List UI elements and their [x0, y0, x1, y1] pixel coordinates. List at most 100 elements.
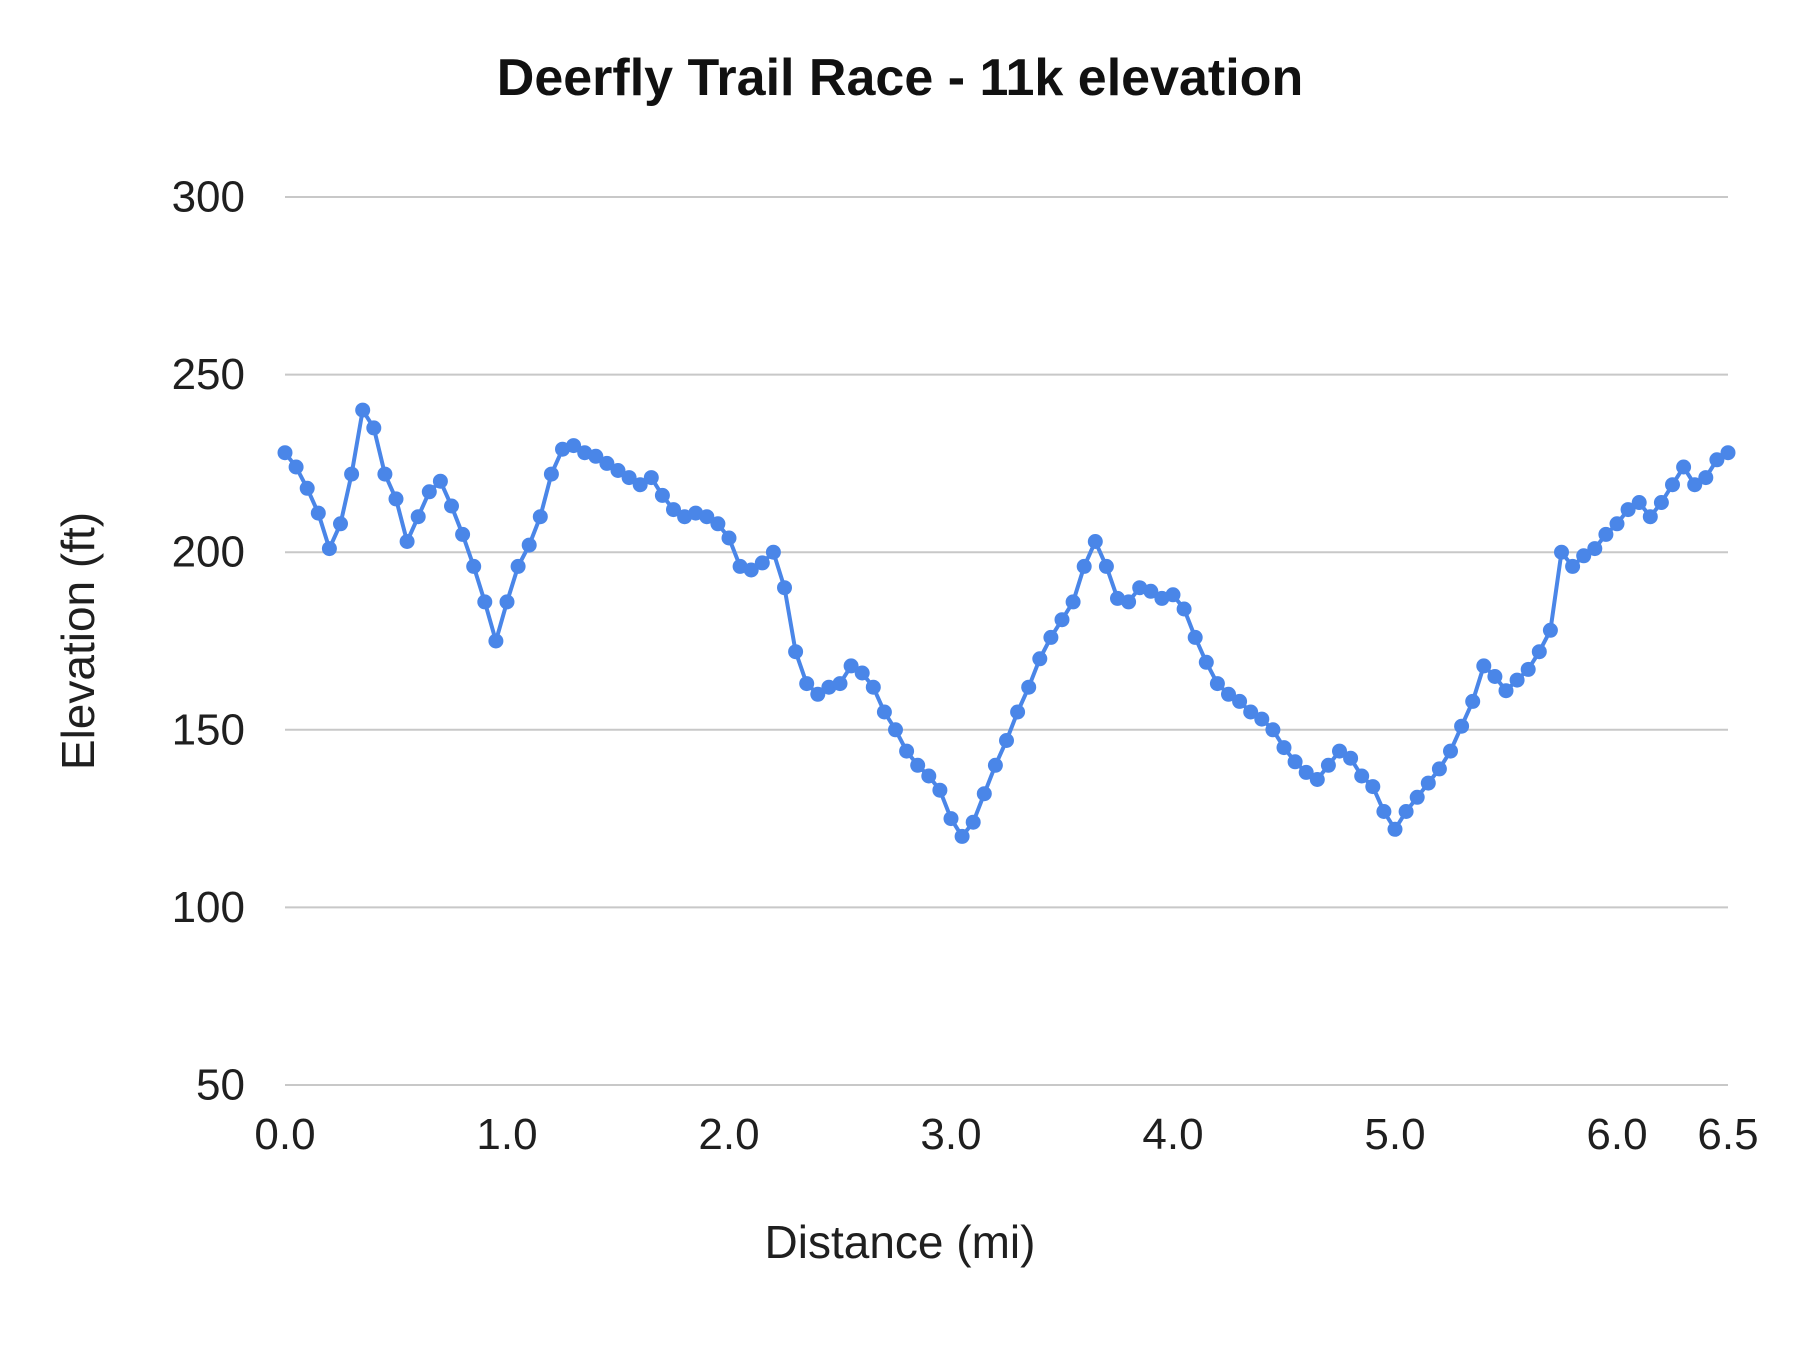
data-point	[888, 722, 903, 738]
x-tick-label: 4.0	[1142, 1110, 1203, 1159]
data-point	[355, 402, 371, 418]
data-point	[1398, 804, 1414, 819]
data-point	[1587, 541, 1603, 557]
data-point	[943, 811, 959, 827]
data-point	[477, 594, 493, 610]
data-point	[410, 509, 426, 525]
y-tick-label: 250	[172, 350, 245, 399]
data-point	[1298, 764, 1314, 780]
x-tick-label: 6.5	[1697, 1110, 1758, 1159]
data-point	[521, 537, 537, 553]
data-point	[421, 484, 437, 500]
data-point	[532, 509, 548, 525]
data-point	[832, 676, 848, 692]
data-point	[1098, 558, 1114, 574]
y-tick-label: 50	[196, 1061, 245, 1110]
data-point	[1232, 693, 1248, 709]
data-point	[1265, 722, 1281, 738]
data-point	[1487, 669, 1503, 684]
data-point	[777, 580, 792, 596]
x-tick-label: 3.0	[920, 1110, 981, 1159]
data-point	[1531, 644, 1547, 660]
data-point	[932, 782, 948, 798]
data-point	[333, 516, 348, 532]
data-point	[1165, 587, 1181, 603]
data-point	[843, 658, 859, 674]
data-point	[1431, 761, 1447, 777]
data-point	[899, 743, 915, 759]
data-point	[1698, 470, 1714, 486]
elevation-line	[283, 408, 1730, 839]
data-point	[1187, 629, 1203, 645]
data-point	[1454, 718, 1470, 734]
data-point	[621, 470, 637, 486]
data-point	[721, 530, 737, 546]
y-tick-label: 200	[172, 528, 245, 577]
data-point	[1209, 676, 1225, 692]
data-point	[1465, 693, 1481, 709]
data-point	[510, 558, 526, 574]
data-point	[1254, 711, 1270, 727]
data-point	[432, 473, 448, 489]
data-point	[643, 470, 659, 486]
data-point	[1665, 477, 1680, 493]
data-point	[965, 814, 981, 830]
data-point	[1276, 740, 1292, 756]
data-point	[344, 466, 360, 482]
data-point	[1542, 622, 1558, 638]
data-point	[1221, 686, 1236, 702]
data-point	[455, 526, 471, 542]
x-tick-label: 6.0	[1586, 1110, 1647, 1159]
data-point	[1076, 558, 1092, 574]
data-point	[1720, 445, 1736, 461]
data-point	[910, 757, 926, 773]
data-point	[277, 445, 293, 461]
data-point	[1598, 526, 1614, 542]
data-point	[566, 438, 582, 454]
data-point	[954, 828, 970, 844]
data-point	[444, 498, 459, 514]
data-point	[699, 509, 715, 525]
data-point	[1509, 672, 1525, 688]
data-point	[921, 768, 937, 784]
data-point	[366, 420, 382, 436]
data-point	[299, 480, 315, 496]
data-point	[1320, 757, 1336, 773]
data-point	[632, 477, 648, 493]
data-point	[1498, 683, 1514, 699]
data-point	[788, 644, 804, 660]
data-point	[987, 757, 1003, 773]
data-point	[1243, 704, 1259, 720]
data-point	[876, 704, 892, 720]
y-tick-label: 150	[172, 705, 245, 754]
data-point	[377, 466, 393, 482]
data-point	[321, 541, 337, 557]
x-tick-label: 2.0	[698, 1110, 759, 1159]
data-point	[543, 466, 559, 482]
data-point	[466, 558, 482, 574]
data-point	[1065, 594, 1081, 610]
data-point	[765, 544, 781, 560]
data-point	[1309, 772, 1325, 787]
data-point	[499, 594, 515, 610]
data-point	[1387, 821, 1403, 837]
y-tick-label: 100	[172, 883, 245, 932]
data-point	[1443, 743, 1458, 759]
data-point	[1032, 651, 1048, 667]
data-point	[288, 459, 304, 475]
data-point	[976, 786, 992, 802]
data-point	[1642, 509, 1658, 525]
data-point	[1176, 601, 1192, 617]
data-point	[666, 502, 681, 518]
x-axis-title: Distance (mi)	[764, 1216, 1036, 1268]
data-point	[488, 633, 504, 649]
data-point	[399, 534, 415, 549]
data-point	[1420, 775, 1436, 791]
data-point	[710, 516, 726, 532]
data-point	[743, 562, 759, 578]
data-point	[799, 676, 815, 692]
x-tick-label: 5.0	[1364, 1110, 1425, 1159]
data-point	[1365, 779, 1381, 795]
